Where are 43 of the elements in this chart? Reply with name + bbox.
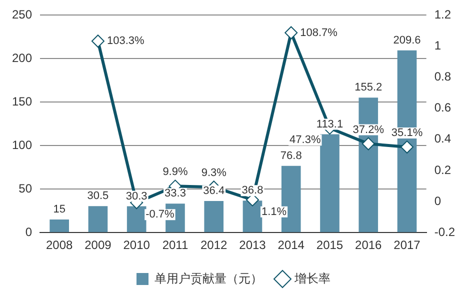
data-label: -0.7% — [146, 208, 175, 221]
data-label: 30.5 — [87, 190, 109, 202]
data-label: 47.3% — [290, 134, 321, 146]
data-label: 209.6 — [393, 34, 421, 46]
legend-label: 增长率 — [294, 271, 330, 286]
y2-tick-label: 0.2 — [434, 162, 452, 177]
data-label: 108.7% — [300, 26, 338, 39]
data-label: 103.3% — [106, 35, 144, 48]
y2-tick-label: 0 — [434, 194, 442, 208]
x-tick-label: 2016 — [355, 238, 382, 252]
y2-tick-label: -0.2 — [434, 224, 456, 239]
data-label: 33.3 — [164, 188, 186, 200]
x-tick-label: 2012 — [200, 238, 228, 252]
y2-tick-label: 0.6 — [434, 100, 452, 115]
data-label: 37.2% — [352, 124, 384, 136]
y2-tick-label: 1.2 — [434, 8, 452, 22]
y-tick-label: 250 — [12, 8, 32, 22]
data-label: 76.8 — [280, 150, 302, 162]
data-label: 30.3 — [126, 190, 148, 202]
y2-tick-label: 1 — [434, 38, 442, 53]
data-label: 35.1% — [391, 127, 423, 140]
x-tick-label: 2011 — [162, 238, 188, 252]
data-label: 9.3% — [201, 167, 227, 180]
data-label: 15 — [53, 204, 66, 216]
x-tick-label: 2013 — [239, 238, 266, 252]
x-tick-label: 2014 — [278, 238, 305, 252]
y-tick-label: 100 — [12, 138, 32, 152]
x-tick-label: 2009 — [84, 238, 112, 252]
x-tick-label: 2008 — [46, 238, 74, 252]
y-tick-label: 200 — [12, 50, 32, 65]
y2-tick-label: 0.4 — [434, 132, 452, 146]
y-tick-label: 50 — [18, 181, 32, 196]
y-tick-label: 150 — [12, 94, 32, 108]
x-tick-label: 2010 — [123, 238, 150, 252]
data-label: 1.1% — [261, 206, 287, 218]
data-label: 9.9% — [162, 166, 188, 178]
legend-label: 单用户贡献量（元） — [154, 271, 262, 286]
x-tick-label: 2015 — [316, 238, 344, 252]
x-tick-label: 2017 — [394, 238, 421, 252]
data-label: 36.8 — [242, 184, 264, 197]
y-tick-label: 0 — [25, 224, 32, 239]
data-label: 155.2 — [354, 82, 382, 94]
y2-tick-label: 0.8 — [434, 70, 452, 84]
